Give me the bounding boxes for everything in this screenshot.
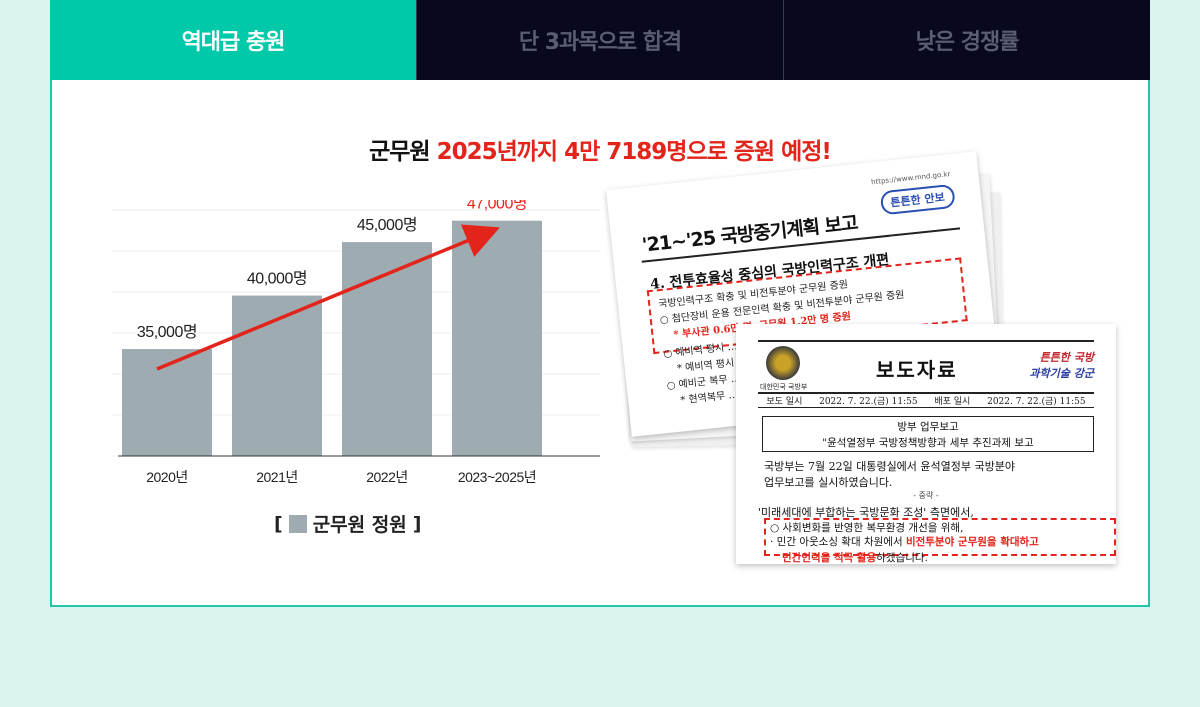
tick-label: 2022년: [366, 469, 408, 485]
data-label: 35,000명: [137, 323, 197, 341]
body-text-highlight: · 민간 아웃소싱 확대 차원에서 비전투분야 군무원을 확대하고: [770, 536, 1039, 548]
slogan-line1: 튼튼한 국방: [1039, 351, 1094, 364]
headline: 군무원 2025년까지 4만 7189명으로 증원 예정!: [52, 132, 1148, 166]
data-label: 45,000명: [357, 216, 417, 234]
headline-prefix: 군무원: [369, 139, 437, 165]
doc-url: https://www.mnd.go.kr: [870, 170, 951, 187]
body-text: ○ 사회변화를 반영한 복무환경 개선을 위해,: [770, 522, 964, 534]
tick-label: 2023~2025년: [458, 469, 536, 485]
body-text: 업무보고를 실시하였습니다.: [764, 476, 893, 489]
tick-label: 2020년: [146, 469, 188, 485]
ministry-name: 대한민국 국방부: [760, 383, 808, 391]
data-label: 40,000명: [247, 270, 307, 288]
legend-swatch: [288, 514, 307, 533]
chart-data-labels: 35,000명 40,000명 45,000명 47,000명: [137, 200, 528, 341]
tab-three-subjects[interactable]: 단 3과목으로 합격: [416, 0, 783, 80]
chart-bars: [122, 220, 542, 456]
slogan: 튼튼한 국방 과학기술 강군: [1029, 350, 1094, 382]
doc-rule: [758, 340, 1094, 342]
release-info-label: 보도 일시: [766, 397, 803, 407]
release-info-value: 2022. 7. 22.(금) 11:55: [819, 397, 918, 407]
slogan-line2: 과학기술 강군: [1029, 367, 1094, 380]
bar: [342, 242, 432, 456]
body-text-highlight: 민간인력을 적극 활용하겠습니다.: [782, 552, 928, 564]
omitted-marker: - 중략 -: [913, 491, 939, 500]
bar: [122, 349, 212, 456]
release-subject-box: 방부 업무보고 "윤석열정부 국방정책방향과 세부 추진과제 보고: [762, 416, 1094, 452]
body-text: '미래세대에 부합하는 국방문화 조성' 측면에서,: [758, 506, 974, 519]
trend-arrow: [156, 224, 500, 371]
bar: [232, 295, 322, 456]
tick-label: 2021년: [256, 469, 298, 485]
subject-line: "윤석열정부 국방정책방향과 세부 추진과제 보고: [822, 437, 1034, 449]
data-label: 47,000명: [467, 200, 527, 213]
press-highlight-box: [764, 518, 1116, 556]
release-info-value: 2022. 7. 22.(금) 11:55: [987, 397, 1086, 407]
tab-record-recruitment[interactable]: 역대급 충원: [50, 0, 416, 80]
press-release-document: 대한민국 국방부 보도자료 튼튼한 국방 과학기술 강군 보도 일시 2022.…: [736, 324, 1116, 564]
chart-legend: [군무원 정원]: [274, 510, 421, 537]
release-info-row: 보도 일시 2022. 7. 22.(금) 11:55 배포 일시 2022. …: [758, 392, 1094, 408]
bar: [452, 220, 542, 456]
press-title: 보도자료: [876, 358, 958, 382]
subject-line: 방부 업무보고: [897, 421, 959, 433]
doc-security-mark: 튼튼한 안보: [879, 183, 956, 216]
chart-tick-labels: 2020년 2021년 2022년 2023~2025년: [146, 469, 536, 485]
legend-label: 군무원 정원: [312, 514, 407, 536]
tab-low-competition[interactable]: 낮은 경쟁률: [783, 0, 1150, 80]
release-info-label: 배포 일시: [934, 397, 971, 407]
content-panel: 군무원 2025년까지 4만 7189명으로 증원 예정! 35,000명 40,…: [50, 80, 1150, 607]
ministry-emblem-icon: [766, 346, 800, 380]
tab-bar: 역대급 충원 단 3과목으로 합격 낮은 경쟁률: [50, 0, 1150, 80]
body-text: 국방부는 7월 22일 대통령실에서 윤석열정부 국방분야: [764, 460, 1015, 473]
headline-highlight: 2025년까지 4만 7189명으로 증원 예정!: [436, 139, 832, 165]
